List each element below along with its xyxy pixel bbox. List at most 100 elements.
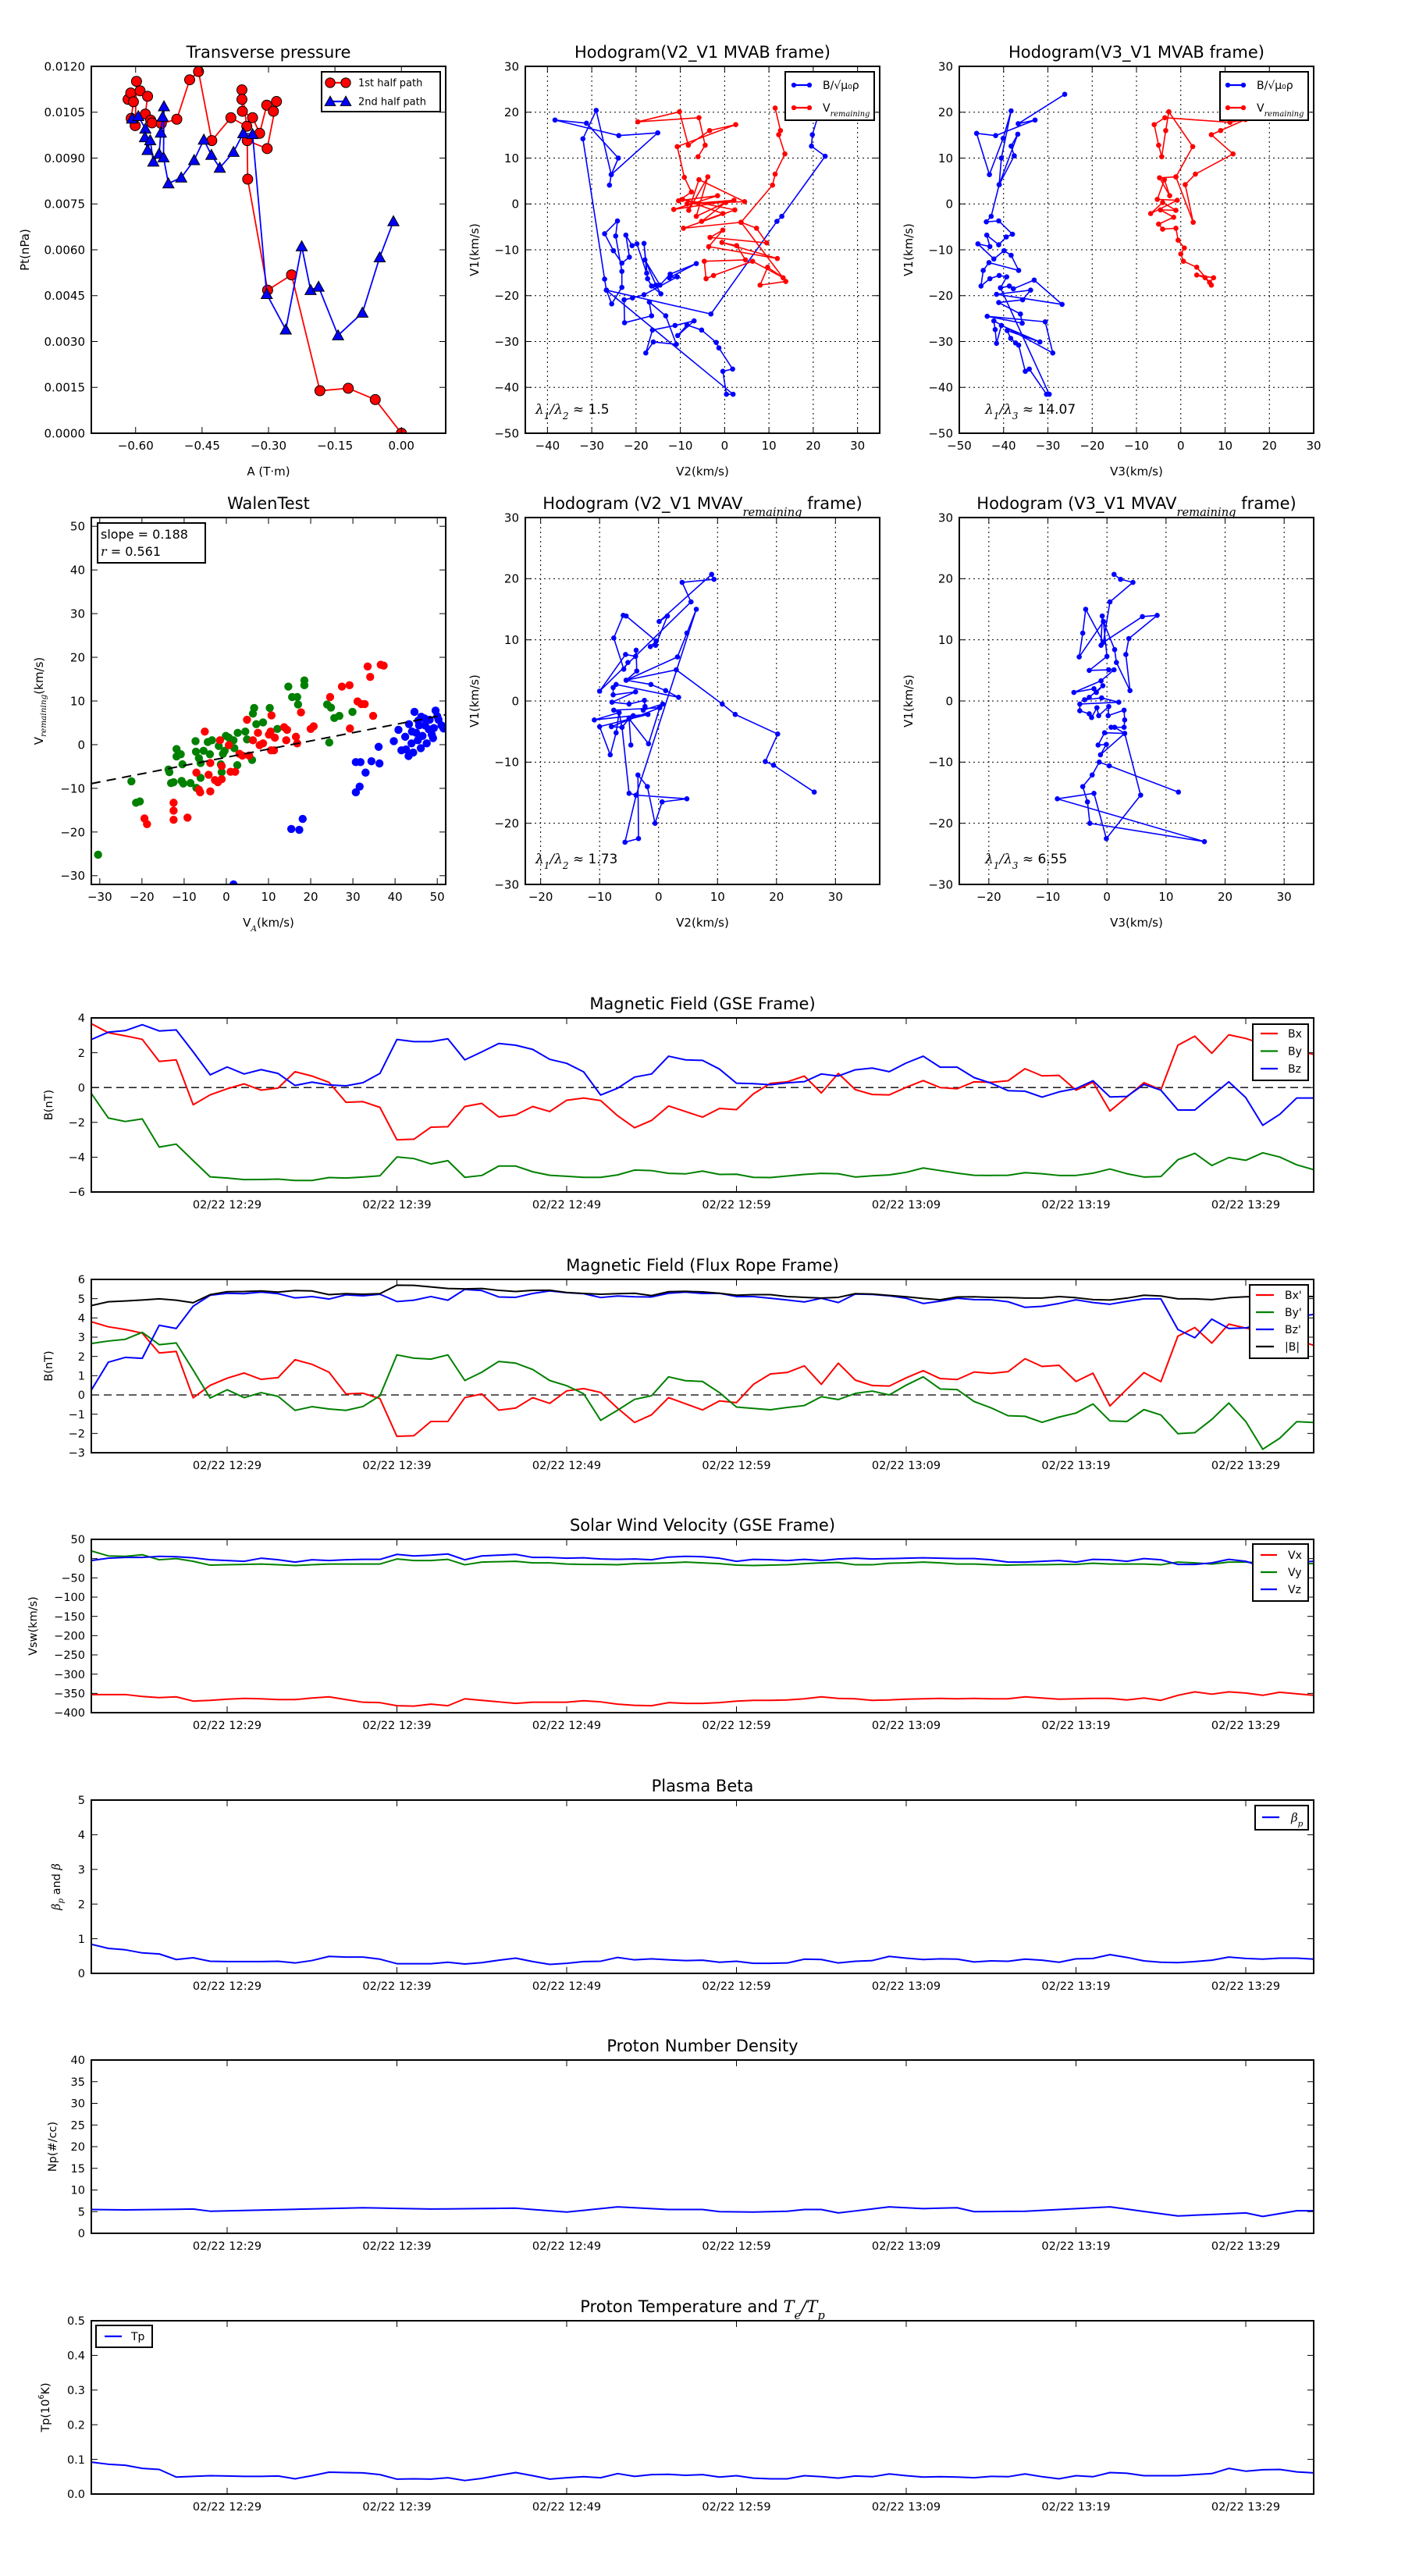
legend-entry: 2nd half path bbox=[324, 95, 426, 109]
y-axis-label: B(nT) bbox=[43, 1090, 55, 1120]
data-point bbox=[775, 731, 781, 737]
chart-title: Hodogram (V3_V1 MVAVremaining frame) bbox=[976, 494, 1296, 519]
data-point bbox=[991, 318, 997, 324]
data-point bbox=[1159, 154, 1165, 160]
data-point bbox=[724, 391, 729, 397]
data-point bbox=[716, 345, 722, 351]
data-point bbox=[734, 243, 739, 249]
text-segment: frame) bbox=[802, 494, 863, 513]
x-tick-label: 02/22 13:29 bbox=[1211, 1460, 1280, 1472]
y-tick-label: 0.0075 bbox=[44, 197, 86, 212]
series-line-series-0 bbox=[593, 574, 815, 843]
data-point bbox=[368, 711, 378, 720]
data-point bbox=[1193, 171, 1198, 177]
x-tick-label: −20 bbox=[976, 890, 1001, 904]
data-point bbox=[176, 750, 185, 759]
data-point bbox=[1126, 635, 1132, 642]
y-tick-label: −30 bbox=[60, 869, 85, 883]
data-point bbox=[703, 276, 709, 282]
legend-entry: Bx bbox=[1261, 1028, 1302, 1041]
plot-frame bbox=[91, 1539, 1314, 1713]
data-point bbox=[229, 880, 238, 884]
data-point bbox=[1031, 277, 1037, 283]
text-segment: β bbox=[51, 1903, 63, 1910]
x-tick-label: 10 bbox=[261, 890, 276, 904]
y-tick-label: 35 bbox=[71, 2076, 85, 2089]
data-point bbox=[765, 265, 770, 270]
data-point bbox=[1130, 579, 1136, 585]
x-tick-label: 02/22 13:29 bbox=[1211, 1720, 1280, 1732]
data-point bbox=[282, 736, 290, 745]
y-tick-label: 30 bbox=[938, 511, 953, 525]
y-tick-label: 0.4 bbox=[67, 2350, 85, 2363]
data-point bbox=[1050, 350, 1056, 356]
plot-frame bbox=[91, 1799, 1314, 1974]
data-point bbox=[295, 825, 304, 834]
data-point bbox=[1099, 613, 1105, 619]
data-point bbox=[693, 261, 699, 266]
data-point bbox=[635, 119, 641, 125]
y-tick-label: −350 bbox=[54, 1688, 85, 1701]
text-segment: λ bbox=[984, 852, 994, 867]
data-point bbox=[613, 233, 619, 239]
data-point bbox=[770, 182, 775, 188]
data-point bbox=[369, 393, 381, 405]
x-tick-label: 40 bbox=[388, 890, 403, 904]
data-point bbox=[772, 171, 778, 177]
x-tick-label: −30 bbox=[1036, 439, 1061, 453]
data-point bbox=[1161, 176, 1168, 183]
data-point bbox=[171, 113, 183, 125]
chart-hodogram-v3-v1-mvav: −20 −10 0 10 20 30 −30 −20 −10 0 10 20 30 Hodogram (V… bbox=[902, 494, 1314, 930]
chart-title: Solar Wind Velocity (GSE Frame) bbox=[570, 1516, 835, 1535]
data-point bbox=[1089, 714, 1094, 720]
y-tick-label: −6 bbox=[69, 1187, 85, 1199]
data-point bbox=[763, 240, 770, 246]
x-tick-label: −20 bbox=[130, 890, 155, 904]
data-point bbox=[156, 110, 169, 122]
data-point bbox=[134, 85, 146, 97]
text-segment: 2 bbox=[562, 411, 569, 422]
data-point bbox=[616, 710, 622, 716]
data-point bbox=[1140, 614, 1145, 620]
data-point bbox=[806, 82, 813, 88]
data-point bbox=[293, 692, 301, 702]
chart-title: WalenTest bbox=[227, 494, 310, 513]
data-point bbox=[429, 734, 437, 742]
y-tick-label: 0.0 bbox=[67, 2489, 85, 2501]
chart-solar-wind-velocity: 02/22 12:29 02/22 12:39 02/22 12:49 02/22 1… bbox=[27, 1516, 1314, 1732]
data-point bbox=[635, 772, 641, 778]
data-point bbox=[780, 275, 786, 281]
legend: Tp bbox=[95, 2325, 153, 2348]
plot-area bbox=[973, 91, 1248, 397]
data-point bbox=[611, 635, 617, 641]
data-point bbox=[1202, 275, 1208, 281]
text-segment: 1 bbox=[994, 411, 1000, 422]
data-point bbox=[975, 241, 981, 247]
x-tick-label: 02/22 13:19 bbox=[1041, 1199, 1110, 1212]
data-point bbox=[628, 742, 634, 748]
y-tick-label: 20 bbox=[71, 2141, 85, 2154]
data-point bbox=[809, 143, 814, 149]
data-point bbox=[978, 283, 984, 289]
y-tick-label: 40 bbox=[70, 564, 85, 578]
legend: 1st half path 2nd half path bbox=[321, 71, 441, 112]
data-point bbox=[144, 133, 157, 146]
data-point bbox=[241, 727, 250, 736]
data-point bbox=[208, 736, 216, 745]
x-tick-label: −20 bbox=[528, 890, 553, 904]
data-point bbox=[268, 105, 279, 117]
data-point bbox=[191, 747, 201, 756]
text-segment: remaining bbox=[831, 110, 870, 119]
chart-title: Plasma Beta bbox=[652, 1777, 754, 1795]
x-tick-label: 02/22 12:59 bbox=[702, 1720, 770, 1732]
data-point bbox=[1097, 760, 1102, 765]
data-point bbox=[1018, 311, 1023, 317]
data-point bbox=[720, 227, 726, 233]
data-point bbox=[1082, 697, 1087, 703]
data-point bbox=[770, 762, 777, 768]
x-tick-label: 10 bbox=[1158, 890, 1173, 904]
x-tick-label: 10 bbox=[710, 890, 725, 904]
data-point bbox=[626, 701, 632, 707]
data-point bbox=[732, 207, 738, 213]
data-point bbox=[236, 94, 247, 105]
